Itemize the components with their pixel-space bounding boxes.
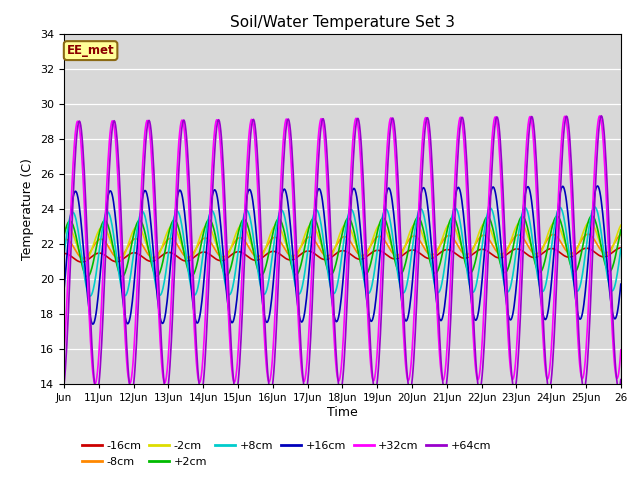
+16cm xyxy=(483,220,491,226)
-8cm xyxy=(60,237,68,243)
+32cm xyxy=(384,132,392,138)
+8cm xyxy=(415,207,423,213)
-16cm xyxy=(483,248,491,254)
+2cm xyxy=(60,233,68,239)
+64cm xyxy=(415,233,423,239)
Line: -16cm: -16cm xyxy=(64,248,621,262)
Y-axis label: Temperature (C): Temperature (C) xyxy=(22,158,35,260)
+16cm xyxy=(617,281,625,287)
+64cm xyxy=(540,335,548,340)
Line: +32cm: +32cm xyxy=(64,116,621,384)
+16cm xyxy=(415,202,423,208)
+2cm xyxy=(540,261,548,267)
-2cm xyxy=(415,224,423,230)
-16cm xyxy=(617,245,625,251)
-2cm xyxy=(586,219,593,225)
Line: -2cm: -2cm xyxy=(64,222,621,260)
+16cm xyxy=(384,186,392,192)
+8cm xyxy=(591,204,599,210)
+32cm xyxy=(415,191,423,196)
+2cm xyxy=(95,232,102,238)
-8cm xyxy=(584,231,592,237)
+64cm xyxy=(384,158,392,164)
-16cm xyxy=(415,250,423,256)
-8cm xyxy=(415,237,423,243)
+32cm xyxy=(540,353,548,359)
Line: -8cm: -8cm xyxy=(64,234,621,259)
Title: Soil/Water Temperature Set 3: Soil/Water Temperature Set 3 xyxy=(230,15,455,30)
+2cm xyxy=(83,274,91,280)
Line: +8cm: +8cm xyxy=(64,207,621,296)
+64cm xyxy=(399,287,406,292)
+2cm xyxy=(384,225,392,231)
X-axis label: Time: Time xyxy=(327,406,358,419)
-2cm xyxy=(540,242,548,248)
+2cm xyxy=(588,213,596,219)
-16cm xyxy=(60,251,68,256)
+16cm xyxy=(540,315,548,321)
-2cm xyxy=(60,228,68,234)
+8cm xyxy=(540,287,548,293)
+32cm xyxy=(483,236,491,241)
Text: EE_met: EE_met xyxy=(67,44,115,57)
Line: +2cm: +2cm xyxy=(64,216,621,277)
+64cm xyxy=(93,391,100,397)
+64cm xyxy=(617,377,625,383)
-8cm xyxy=(483,234,491,240)
+32cm xyxy=(95,352,102,358)
+16cm xyxy=(89,321,97,327)
+16cm xyxy=(60,287,68,293)
+64cm xyxy=(60,383,68,388)
-8cm xyxy=(399,247,406,253)
+8cm xyxy=(60,252,68,257)
+64cm xyxy=(95,382,102,387)
-2cm xyxy=(95,228,102,233)
-2cm xyxy=(483,221,491,227)
+8cm xyxy=(86,293,93,299)
+16cm xyxy=(95,286,102,292)
-2cm xyxy=(81,257,89,263)
+32cm xyxy=(596,113,604,119)
+2cm xyxy=(483,214,491,220)
+16cm xyxy=(399,306,406,312)
-16cm xyxy=(95,250,102,256)
-8cm xyxy=(95,237,102,242)
+64cm xyxy=(598,113,605,119)
+32cm xyxy=(399,316,406,322)
-16cm xyxy=(77,259,85,265)
+2cm xyxy=(399,269,406,275)
-8cm xyxy=(384,243,392,249)
-2cm xyxy=(617,222,625,228)
-2cm xyxy=(384,233,392,239)
+8cm xyxy=(384,209,392,215)
Line: +16cm: +16cm xyxy=(64,186,621,324)
-16cm xyxy=(540,249,548,255)
-16cm xyxy=(399,252,406,258)
-8cm xyxy=(79,256,87,262)
-16cm xyxy=(384,253,392,259)
+32cm xyxy=(92,381,99,386)
+2cm xyxy=(617,227,625,233)
+32cm xyxy=(60,353,68,359)
-8cm xyxy=(617,232,625,238)
+8cm xyxy=(483,213,491,218)
Legend: -16cm, -8cm, -2cm, +2cm, +8cm, +16cm, +32cm, +64cm: -16cm, -8cm, -2cm, +2cm, +8cm, +16cm, +3… xyxy=(78,437,495,471)
-8cm xyxy=(540,242,548,248)
Line: +64cm: +64cm xyxy=(64,116,621,394)
+8cm xyxy=(95,251,102,256)
+8cm xyxy=(399,290,406,296)
+2cm xyxy=(415,216,423,221)
-2cm xyxy=(399,249,406,255)
+8cm xyxy=(617,246,625,252)
+64cm xyxy=(483,281,491,287)
+32cm xyxy=(617,347,625,353)
+16cm xyxy=(594,183,602,189)
